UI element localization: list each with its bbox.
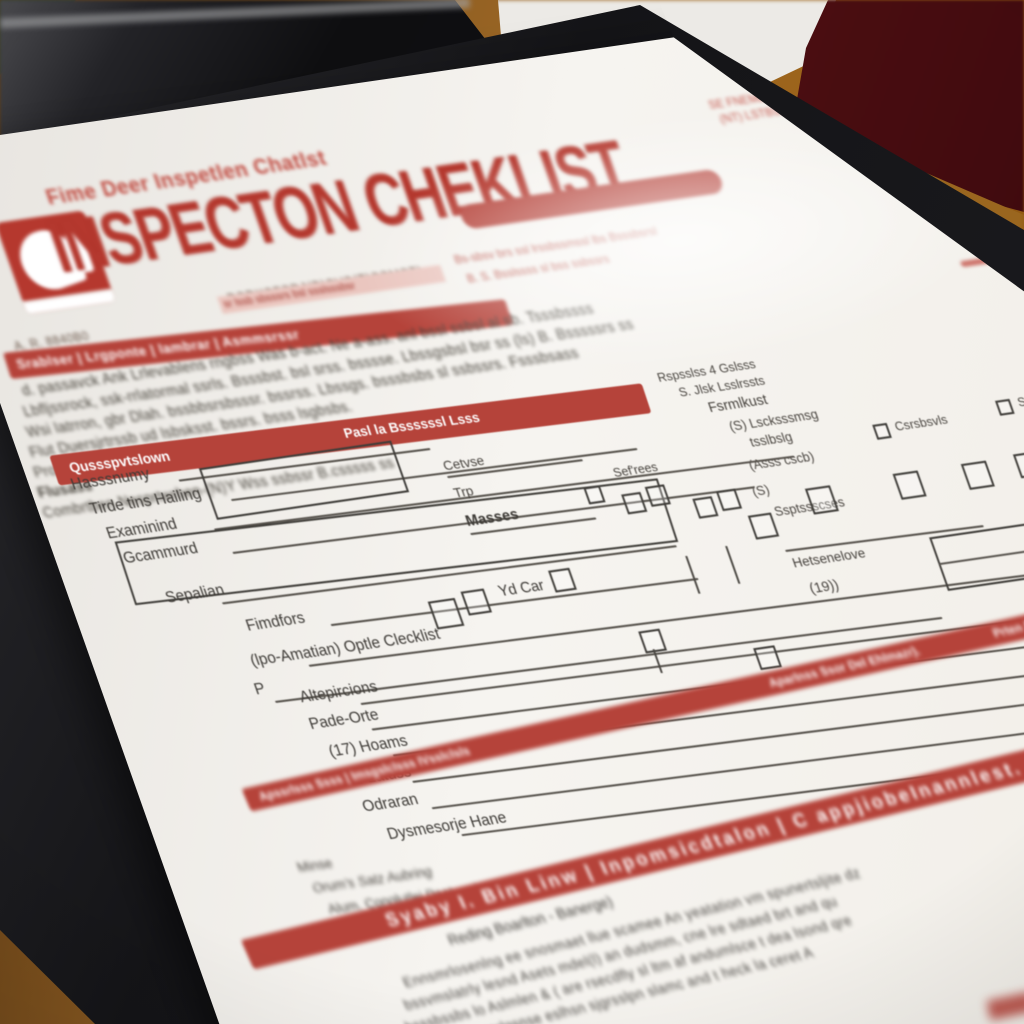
pink-strip-note: sr lssb sbsssrs bsl ssslsssbsr <box>217 265 446 314</box>
section-header-left: Qussspvtslown <box>66 447 173 476</box>
intro-line: Flut Duersjrtrssb ud lsbsksst. bssrs. bs… <box>27 398 355 462</box>
checkbox <box>961 461 995 490</box>
intro-line: Prosnlbtvartb ssstbk csmsk. <box>31 439 218 482</box>
form-row-label: Fimdfors <box>243 609 308 635</box>
checkbox <box>893 470 927 499</box>
right-panel-item: (Asss cscb) <box>746 448 817 473</box>
checkbox <box>428 598 465 630</box>
checkbox-label-yd-car: Yd Car <box>496 577 547 601</box>
section-aside-1: Rspsslss 4 Gslsss <box>655 356 758 385</box>
form-pre-title: Fime Deer Inspetlen Chatlst <box>42 146 330 210</box>
logo-ref-code: A. R. 8840B0 <box>11 328 92 354</box>
checkbox <box>995 399 1015 416</box>
checkbox <box>753 645 782 670</box>
form-row-label: Odraran <box>359 791 421 816</box>
form-row-label: Ai-Latuss <box>345 762 414 789</box>
banner-a-right: Aparlnss Ssor Del Ehlmazr). <box>766 643 923 691</box>
title-footnote: DSRXSFSRJ(B)SVS(T)SSMST) <box>225 263 426 306</box>
checkbox <box>548 568 577 593</box>
red-note-line-2: B. S. Bsslssss sl bss ssbssrs <box>465 253 612 286</box>
solid-red-bar <box>458 168 726 229</box>
checkbox <box>638 629 667 654</box>
banner-b: Syaby I. Bin Linw | Inpomsicdtalon | C a… <box>241 677 1024 969</box>
form-title: INSPECTON CHEKLIST <box>38 126 639 289</box>
form-row-label: Hasssnumy <box>68 465 153 494</box>
right-panel-item: (S) <box>749 481 772 500</box>
form-row-label: Examinind <box>104 515 180 543</box>
brand-logo-icon <box>0 210 116 314</box>
checkbox-label: Csrsbsvls <box>892 412 950 434</box>
footer-heading: Reding Boarlton - Banerge) <box>445 894 616 950</box>
checkbox <box>716 489 742 512</box>
banner-a-right-2: Prten Mael Iropssro Lasers Sser <box>990 620 1024 641</box>
checkbox <box>621 492 647 515</box>
section-aside-2: S. Jlsk Lsslrssts <box>676 373 767 400</box>
checkbox-label: Srsl Csss <box>1015 392 1024 410</box>
note-line: Orum's Satz Aubring <box>310 863 435 896</box>
footer-line: Ennsmrlosenlng ee snosmaet llue scamee A… <box>399 864 863 991</box>
right-panel-item: (S) Lscksssmsg <box>726 406 821 434</box>
section-header-mid: Pasl la Bssssssl Lsss <box>341 409 482 442</box>
right-panel-heading: Fsrmlkust <box>705 390 770 415</box>
division-banner: Srablser | Lrgponte | lambrar | Asmmsrss… <box>3 299 513 379</box>
form-row-label: Sepalian <box>163 581 227 607</box>
footer-line: bsssbssbs lo Aslmlen & ( are rsecdfly sl… <box>402 911 855 1024</box>
logo-flame-shape-icon <box>9 224 88 296</box>
intro-line: Wsi latrron, gbr Dlah. bssbbsrsbsssr. bs… <box>23 345 581 441</box>
field-label-masses: Masses <box>463 505 522 531</box>
note-line: Minse <box>294 855 335 876</box>
form-row-label: (lpo-Amatian) Optle Clecklist <box>247 625 443 670</box>
checkbox <box>461 588 492 615</box>
checkbox <box>1013 451 1024 478</box>
red-note-line-1: Bs-sbsv brs ssl lrssbssmssl lbs Bsssbsrs… <box>452 225 659 267</box>
cell-divider <box>685 556 701 594</box>
logo-baseline-strip <box>23 289 116 315</box>
form-row-label: Tirde tins Hailing <box>87 485 204 519</box>
right-panel-item: Ssptssscses <box>771 493 847 519</box>
checkbox <box>645 484 671 507</box>
table-cell-box <box>929 514 1024 591</box>
form-row-label: P <box>251 679 268 699</box>
footer-line: bssvmslatrly lesnd Asets mdel(l) an duds… <box>400 892 840 1014</box>
note-line: Alum. Conglutlei Peetuual <box>325 880 481 917</box>
cell-divider <box>653 649 664 673</box>
form-row-label: Gcammurd <box>120 539 201 568</box>
field-label-cetvse: Cetvse <box>440 452 487 474</box>
form-row-label: Dysmesorje Hane <box>384 809 510 844</box>
checkbox <box>805 485 839 514</box>
footer-line: bsssrsgsr mesrlgsnse eslhsn sjgrsslpn sl… <box>404 943 816 1024</box>
entry-box <box>199 441 409 520</box>
field-label-hetsenelove: Hetsenelove <box>790 545 868 571</box>
field-qty: (19)) <box>806 576 841 597</box>
intro-line: d. passavck Ank Lrlevablens rngbss Was b… <box>19 301 597 400</box>
field-label-sefrees: Sef'rees <box>610 459 660 480</box>
right-panel-item: tsslbslg <box>747 428 795 450</box>
intro-line: Lbfljssrock, ssk-rrlatormal ssrls. Bsssb… <box>20 316 636 421</box>
intro-line: Combrtben Nesprtwrben-(N)Y Wss ssbssr B.… <box>40 455 397 522</box>
section-header-bar: Qussspvtslown Pasl la Bssssssl Lsss <box>49 383 651 485</box>
form-row-label: (17) Hoams <box>326 732 410 761</box>
field-label-trp: Trp <box>451 483 476 501</box>
checkbox <box>583 485 605 504</box>
form-row-label: Altepircions <box>297 678 380 707</box>
large-entry-box <box>115 478 679 605</box>
intro-line: Flusass <box>35 478 95 502</box>
bottom-section: Syaby I. Bin Linw | Inpomsicdtalon | C a… <box>228 662 1024 1024</box>
form-row-label: Pade-Orte <box>306 706 382 733</box>
checkbox <box>748 513 779 540</box>
checkbox <box>692 496 718 519</box>
checkbox <box>872 423 892 440</box>
cell-divider <box>725 546 741 584</box>
logo-bar-shape-icon <box>64 232 95 274</box>
banner-a-left: Apssrlsss Ssss | Imsgslclsss IVsslclsls <box>256 743 473 804</box>
